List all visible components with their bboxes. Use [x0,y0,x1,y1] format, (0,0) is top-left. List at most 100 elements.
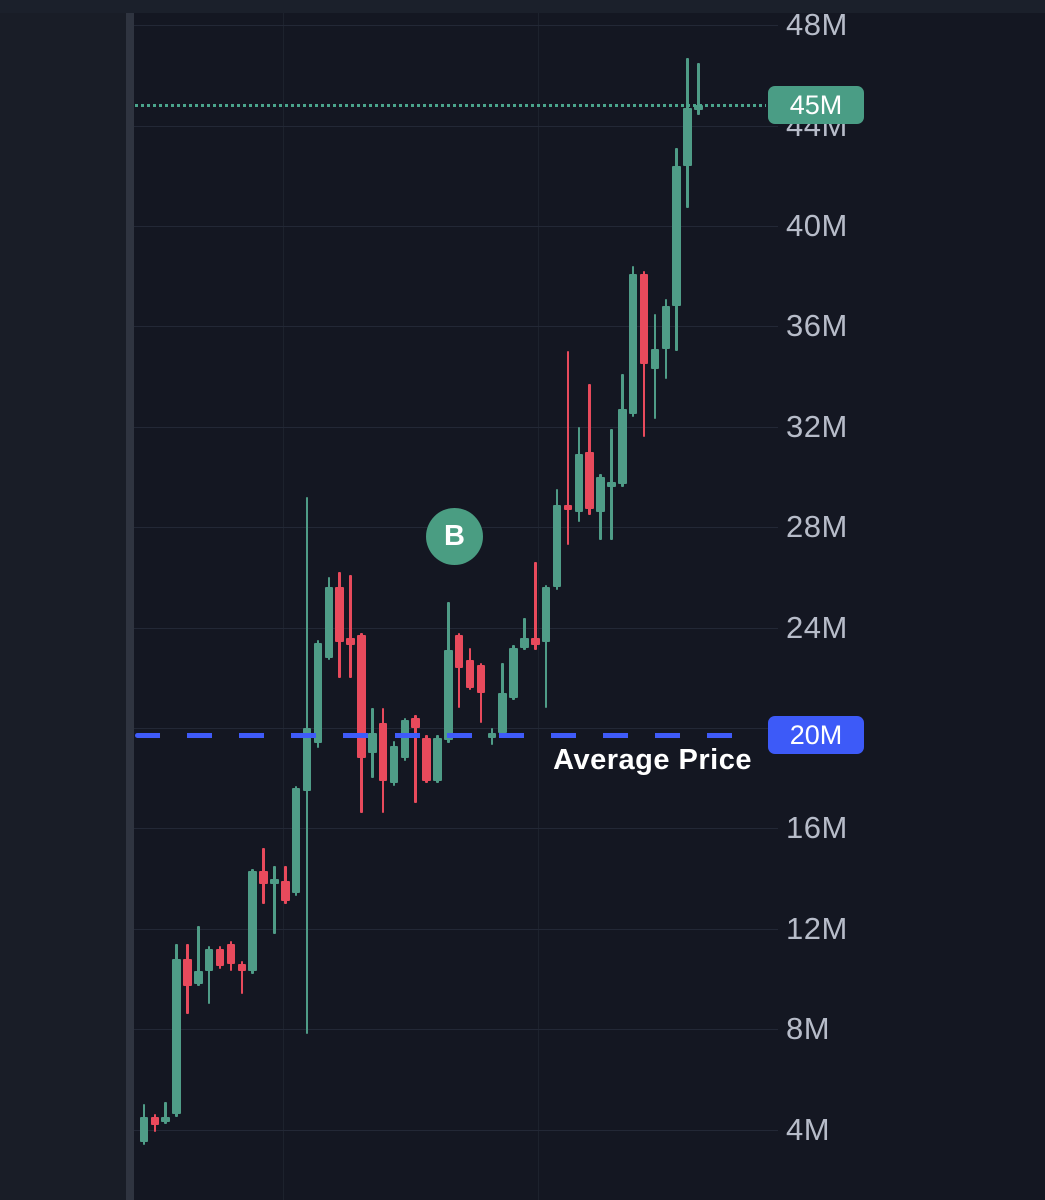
candle-up [161,1117,170,1122]
candle-up [618,409,627,485]
gridline-horizontal [126,1029,778,1031]
candle-up [139,1117,149,1143]
candle-wick [164,1101,167,1125]
candle-up [270,878,279,884]
candle-down [357,635,366,758]
candle-up [368,732,377,753]
candle-up [661,306,671,349]
candle-up [204,948,214,972]
candle-up [389,745,399,784]
candle-down [335,587,344,643]
gridline-horizontal [126,25,778,27]
candle-up [291,788,301,894]
y-axis-label: 8M [786,1011,831,1047]
candle-down [465,660,475,688]
candle-wick [697,62,700,116]
candle-up [574,454,584,512]
y-axis-label: 16M [786,810,848,846]
y-axis-label: 40M [786,207,848,243]
candle-wick [566,351,570,545]
candle-down [422,737,431,781]
candle-up [194,971,203,984]
candle-wick [523,617,526,651]
candle-up [433,737,442,781]
candle-up [498,692,507,733]
candle-down [237,963,247,972]
candle-wick [414,715,417,804]
candle-down [150,1117,160,1125]
left-margin [0,0,126,1200]
gridline-horizontal [126,627,778,629]
buy-marker-letter: B [444,520,465,552]
candle-down [563,504,573,510]
candle-wick [534,562,537,651]
gridline-horizontal [126,828,778,830]
candle-up [509,647,518,698]
candle-down [454,635,464,668]
candle-up [302,727,312,791]
candle-wick [240,961,244,994]
candle-wick [207,946,211,1004]
candle-up [628,273,638,415]
candle-wick [273,866,276,934]
candle-wick [588,384,591,515]
gridline-horizontal [126,426,778,428]
candle-up [520,637,529,648]
candle-down [215,948,225,967]
candle-up [650,348,660,369]
candle-wick [479,662,483,723]
buy-marker[interactable]: B [426,508,483,565]
y-axis-label: 24M [786,609,848,645]
gridline-vertical [538,13,539,1200]
candle-wick [349,574,352,678]
candle-down [183,958,192,987]
candle-up [672,165,681,307]
candle-down [476,665,486,693]
candle-up [172,958,181,1115]
candle-down [585,451,594,510]
candle-wick [197,926,200,987]
candle-up [683,107,692,166]
candle-up [552,504,562,588]
candle-down [259,871,268,884]
y-axis-label: 12M [786,910,848,946]
average-price-badge: 20M [768,716,864,754]
candle-down [346,637,355,645]
gridline-horizontal [126,125,778,127]
candle-down [639,273,649,364]
average-price-label: Average Price [553,744,752,776]
candle-up [694,105,703,111]
gridline-horizontal [126,326,778,328]
candle-up [313,642,323,743]
price-axis-separator [126,13,134,1200]
candle-wick [457,632,461,708]
candle-up [248,871,257,972]
candle-up [400,720,410,759]
candle-down [531,637,540,645]
y-axis-label: 32M [786,408,848,444]
candle-up [324,587,334,658]
candle-down [226,943,236,964]
candle-down [411,717,420,728]
gridline-horizontal [126,1129,778,1131]
candle-up [541,587,551,643]
candle-up [596,476,605,512]
candle-up [444,650,453,741]
y-axis-label: 28M [786,509,848,545]
y-axis-label: 4M [786,1111,831,1147]
candle-up [607,481,616,487]
gridline-vertical [283,13,284,1200]
target-price-dotted-line [135,104,766,107]
gridline-horizontal [126,928,778,930]
candle-wick [544,584,548,708]
price-axis: 4M 8M 12M 16M 24M 28M 32M 36M 40M 44M 48M 45M 20M [766,0,1045,1200]
candle-down [378,722,388,781]
candle-down [281,881,290,902]
y-axis-label: 36M [786,308,848,344]
average-price-dashed-line[interactable] [135,733,752,738]
target-price-badge: 45M [768,86,864,124]
gridline-horizontal [126,225,778,227]
top-strip [0,0,1045,13]
